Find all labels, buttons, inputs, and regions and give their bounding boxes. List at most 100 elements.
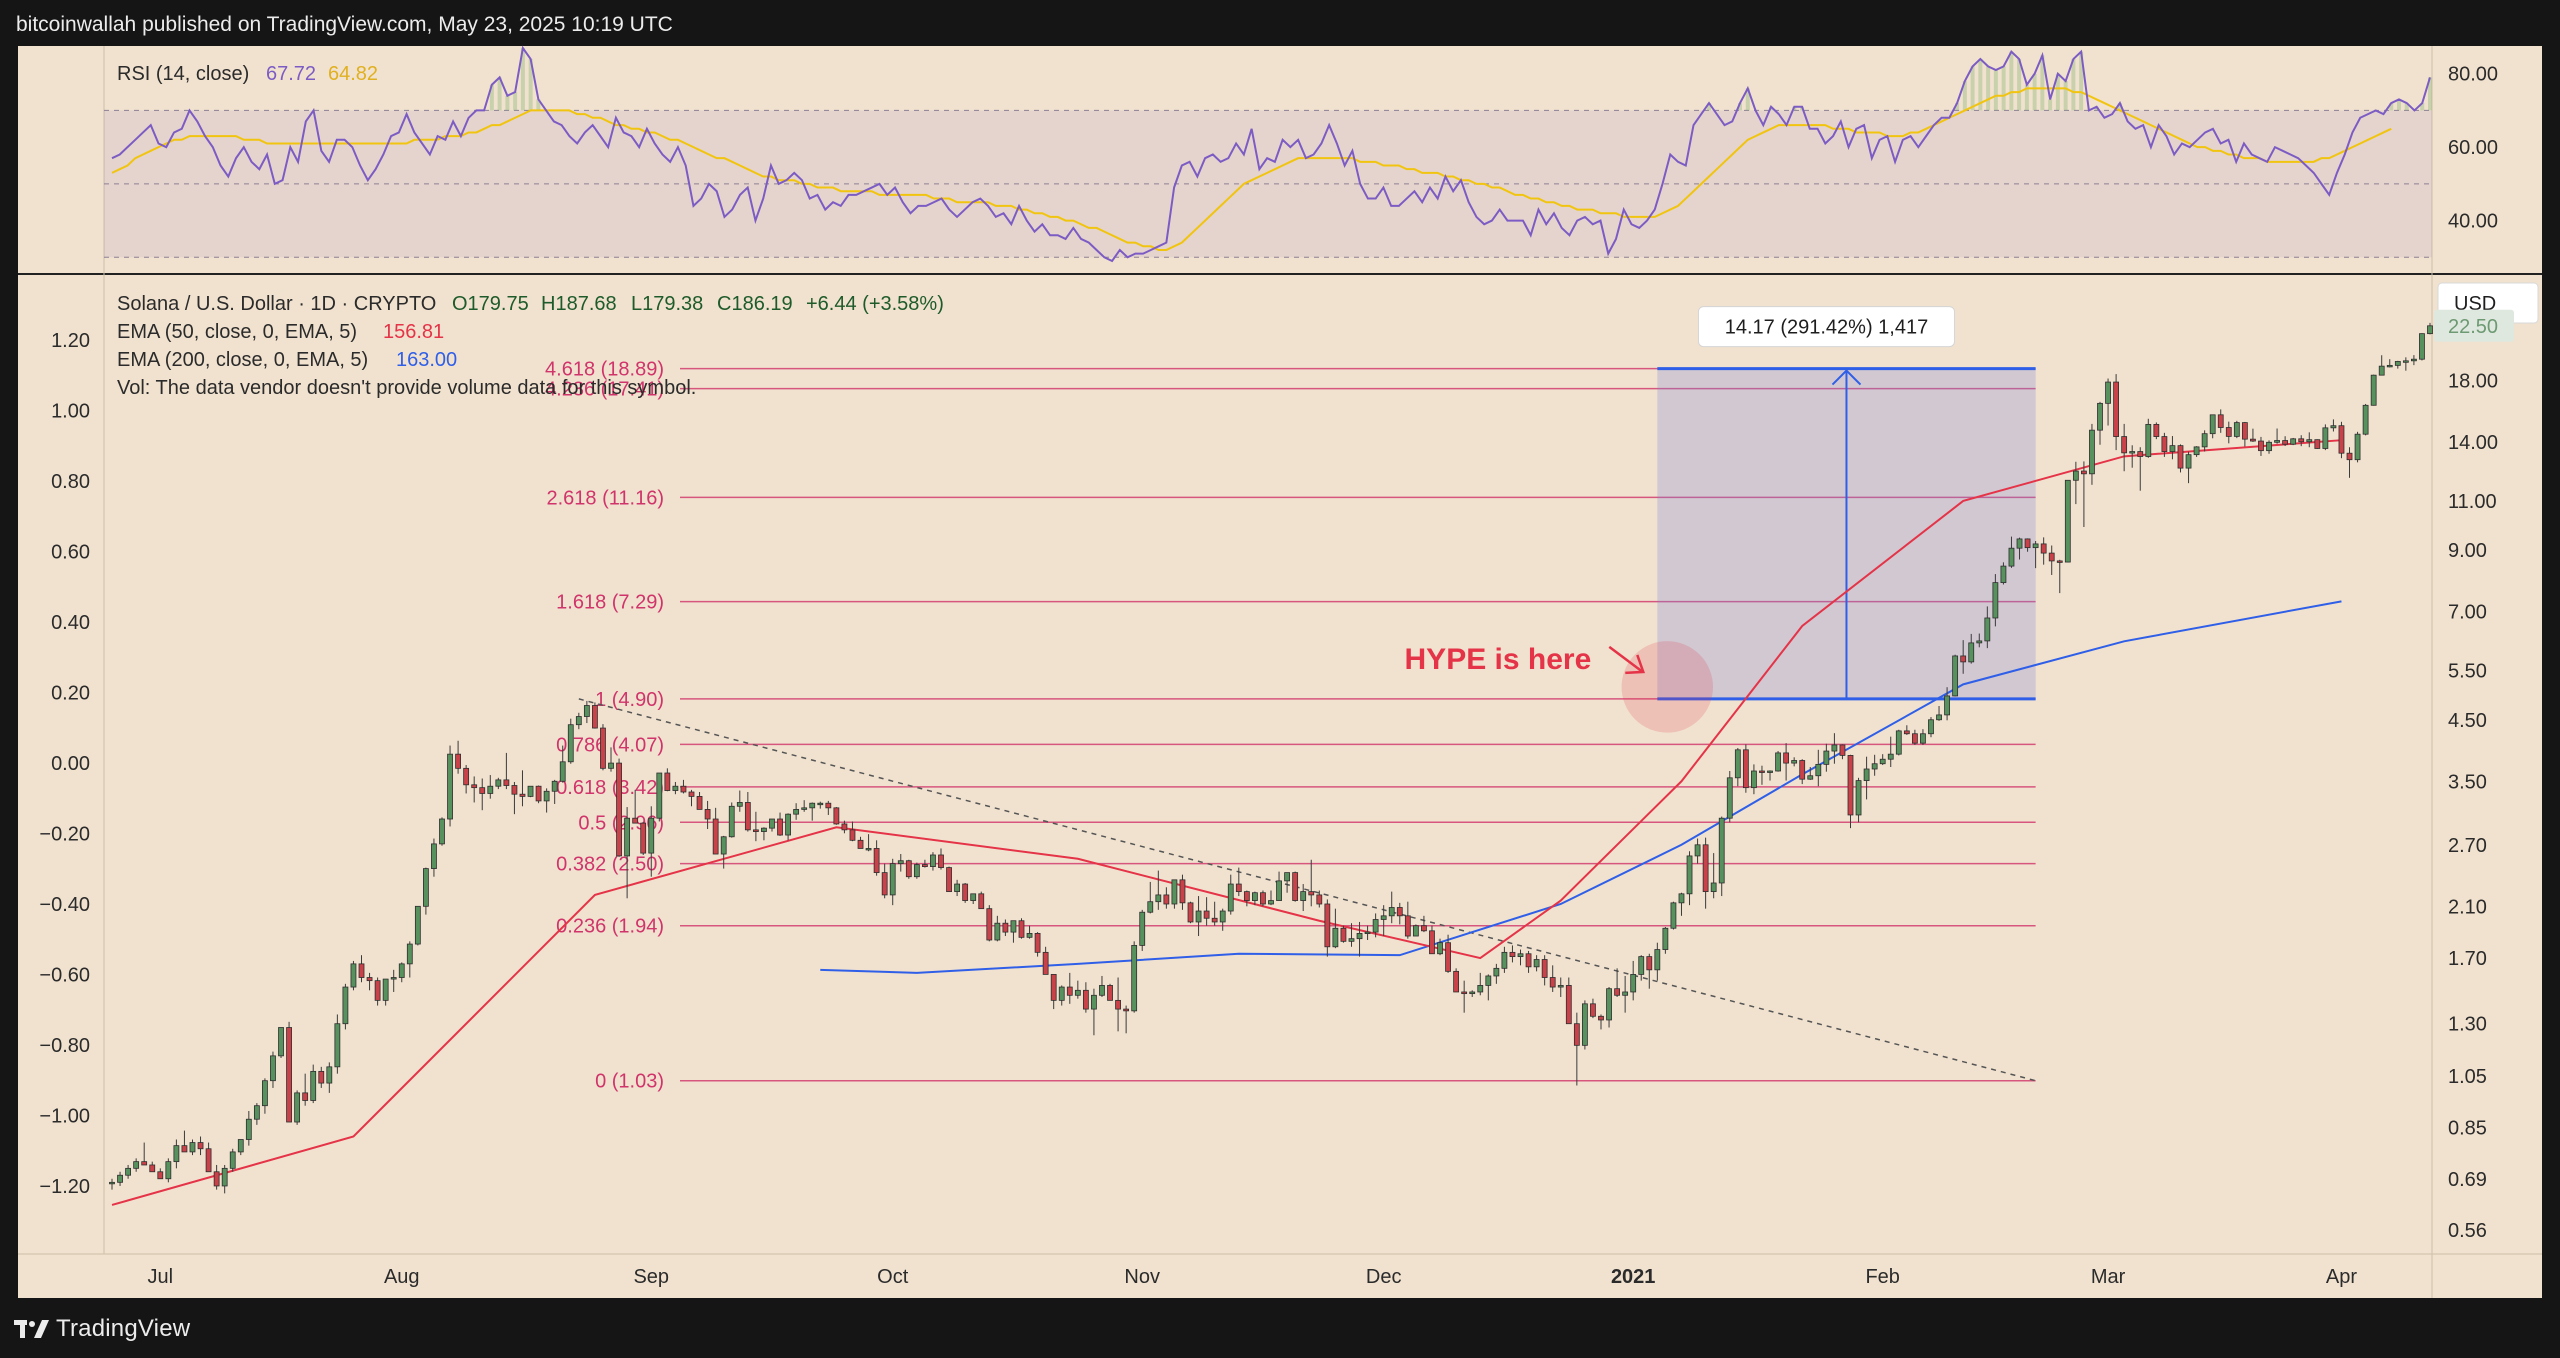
candle bbox=[785, 813, 791, 836]
candle bbox=[2089, 429, 2095, 475]
measure-label: 14.17 (291.42%) 1,417 bbox=[1725, 317, 1929, 339]
candle bbox=[2330, 425, 2337, 429]
fib-level-label: 4.236 (17.41) bbox=[545, 379, 664, 401]
candle bbox=[1557, 985, 1564, 988]
rsi-legend-value: 67.72 bbox=[266, 63, 316, 85]
left-tick-label: −0.80 bbox=[39, 1035, 90, 1057]
candle bbox=[994, 922, 1001, 941]
ema200-legend-value: 163.00 bbox=[396, 349, 457, 371]
candle bbox=[1396, 907, 1403, 917]
candle bbox=[2032, 543, 2039, 549]
candle bbox=[1976, 640, 1983, 644]
candle bbox=[382, 978, 389, 1001]
brand-name[interactable]: TradingView bbox=[56, 1315, 191, 1342]
candle bbox=[704, 809, 711, 820]
candle bbox=[1871, 763, 1878, 770]
right-tick-label: 0.85 bbox=[2448, 1118, 2487, 1140]
candle bbox=[1670, 902, 1677, 929]
candle bbox=[1412, 925, 1419, 937]
left-tick-label: −0.20 bbox=[39, 824, 90, 846]
left-tick-label: 0.40 bbox=[51, 612, 90, 634]
candle bbox=[471, 784, 478, 789]
candle bbox=[237, 1139, 244, 1153]
candle bbox=[1421, 925, 1427, 932]
candle bbox=[2354, 433, 2361, 461]
last-price-label: 22.50 bbox=[2448, 316, 2498, 338]
candle bbox=[1211, 917, 1218, 923]
candle bbox=[1453, 970, 1460, 993]
candle bbox=[2362, 404, 2369, 435]
candle bbox=[1992, 582, 1999, 619]
candle bbox=[1477, 985, 1484, 993]
left-tick-label: 0.20 bbox=[51, 683, 90, 705]
candle bbox=[423, 868, 429, 907]
candle bbox=[205, 1148, 212, 1173]
left-tick-label: −1.20 bbox=[39, 1176, 90, 1198]
candle bbox=[2419, 333, 2425, 360]
candle bbox=[1646, 956, 1653, 971]
candle bbox=[1887, 753, 1894, 760]
candle bbox=[575, 716, 582, 726]
candle bbox=[1791, 760, 1798, 764]
candle bbox=[1364, 931, 1371, 935]
candle bbox=[1895, 730, 1902, 755]
candle bbox=[1284, 872, 1290, 882]
candle bbox=[1855, 780, 1862, 816]
candle bbox=[125, 1167, 131, 1176]
candle bbox=[1847, 755, 1854, 816]
rsi-line bbox=[111, 45, 2431, 263]
candle bbox=[849, 829, 856, 841]
candle bbox=[712, 818, 719, 855]
candle bbox=[1179, 879, 1186, 904]
candle bbox=[1823, 750, 1830, 765]
drawings[interactable]: HYPE is here 14.17 (291.42%) 1,417 bbox=[1405, 306, 1955, 733]
candle bbox=[688, 791, 695, 797]
rsi-panel[interactable] bbox=[104, 45, 2432, 263]
candle bbox=[1066, 986, 1073, 996]
measure-label-box bbox=[1697, 306, 1955, 348]
candle bbox=[286, 1027, 292, 1123]
right-tick-label: 18.00 bbox=[2448, 370, 2498, 392]
fib-level-label: 0 (1.03) bbox=[595, 1071, 664, 1093]
candle bbox=[527, 785, 534, 797]
candle bbox=[857, 839, 864, 849]
candle bbox=[1493, 967, 1500, 977]
candle bbox=[1243, 891, 1250, 901]
chart-background bbox=[18, 46, 2542, 1298]
candle bbox=[1203, 910, 1210, 919]
ohlc-open: O179.75 bbox=[452, 293, 529, 315]
candle bbox=[1928, 719, 1934, 735]
rsi-tick-label: 60.00 bbox=[2448, 137, 2498, 159]
candle bbox=[769, 818, 775, 829]
candle bbox=[1348, 938, 1355, 942]
candle bbox=[672, 785, 679, 791]
right-tick-label: 14.00 bbox=[2448, 432, 2498, 454]
candle bbox=[2266, 441, 2272, 452]
candle bbox=[938, 854, 944, 868]
right-tick-label: 3.50 bbox=[2448, 771, 2487, 793]
candle bbox=[1147, 901, 1154, 913]
measure-arrow-head bbox=[1831, 369, 1862, 386]
candle bbox=[342, 986, 349, 1025]
candle bbox=[889, 863, 896, 896]
candle bbox=[270, 1055, 276, 1082]
left-tick-label: 0.00 bbox=[51, 753, 90, 775]
price-panel[interactable]: 0 (1.03)0.236 (1.94)0.382 (2.50)0.5 (2.9… bbox=[109, 322, 2433, 1206]
candle bbox=[1372, 919, 1379, 933]
candle bbox=[262, 1080, 268, 1107]
candle bbox=[1630, 974, 1637, 993]
candle bbox=[1252, 892, 1258, 901]
candle bbox=[278, 1027, 284, 1057]
candle bbox=[728, 805, 735, 838]
candle bbox=[2177, 445, 2184, 469]
candle bbox=[1171, 879, 1178, 905]
candle bbox=[986, 908, 993, 941]
candle bbox=[1300, 891, 1307, 901]
candle bbox=[366, 977, 373, 982]
right-tick-label: 5.50 bbox=[2448, 661, 2487, 683]
candle bbox=[181, 1145, 188, 1153]
candle bbox=[2040, 543, 2047, 554]
ohlc-low: L179.38 bbox=[631, 293, 703, 315]
candle bbox=[2193, 446, 2200, 456]
